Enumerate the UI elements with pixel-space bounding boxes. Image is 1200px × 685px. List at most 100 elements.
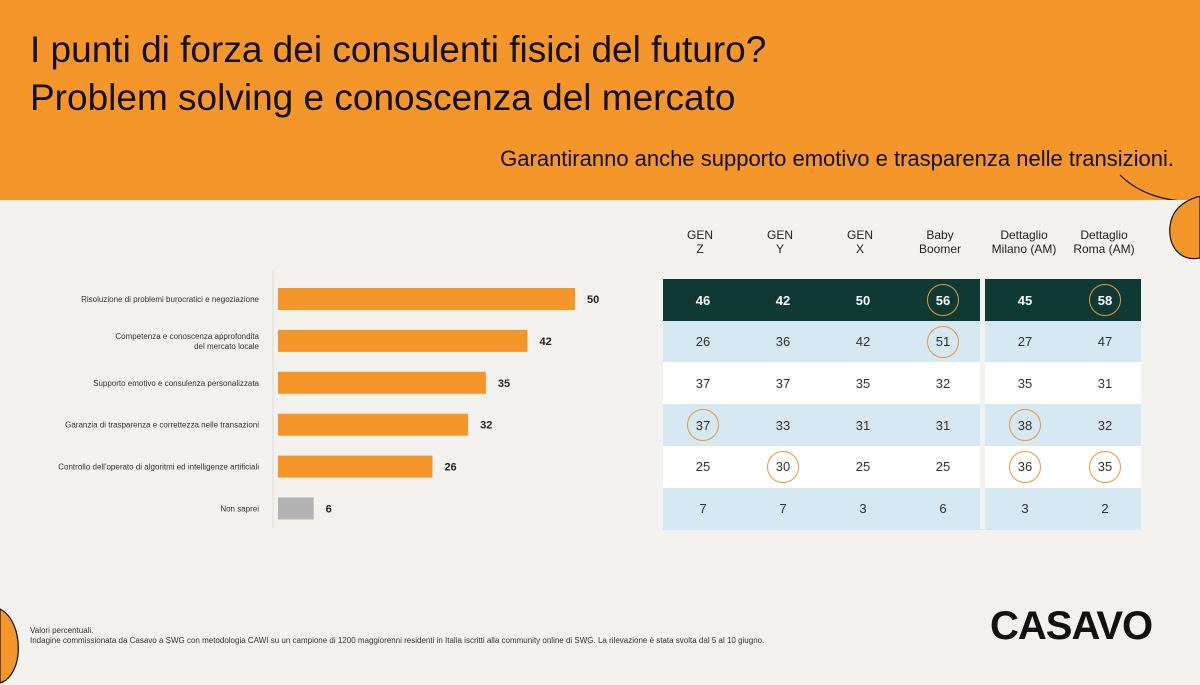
table-row: 37 37 35 32 35 31 [663, 362, 1141, 405]
bar-2 [278, 371, 486, 394]
column-header-4: Dettaglio Milano (AM) [984, 228, 1064, 256]
table-cell: 3 [985, 488, 1065, 530]
table-cell: 25 [903, 446, 983, 488]
footnote: Valori percentuali. Indagine commissiona… [30, 626, 764, 646]
table-cell: 30 [743, 446, 823, 488]
highlight-ring-icon [1009, 450, 1041, 483]
table-cell: 36 [985, 446, 1065, 488]
bar-value-label-3: 32 [480, 420, 492, 432]
cell-value: 6 [939, 501, 947, 516]
cell-value: 7 [699, 501, 707, 516]
category-label-5: Non saprei [220, 505, 259, 514]
cell-value: 32 [935, 375, 951, 391]
cell-value: 33 [775, 417, 791, 433]
decorative-curve-icon [1119, 174, 1179, 200]
table-cell: 50 [823, 279, 903, 321]
table-cell: 58 [1065, 279, 1145, 321]
category-label-3: Garanzia di trasparenza e correttezza ne… [65, 421, 259, 430]
cell-value: 42 [775, 292, 791, 308]
cell-value: 2 [1101, 501, 1109, 516]
table-cell: 27 [985, 321, 1065, 363]
table-cell: 35 [985, 362, 1065, 404]
column-header-line: Z [696, 242, 704, 256]
column-header-2: GEN X [820, 228, 900, 256]
highlight-ring-icon [927, 284, 959, 316]
footnote-line-2: Indagine commissionata da Casavo a SWG c… [30, 636, 765, 645]
bar-value-label-5: 6 [326, 504, 332, 516]
column-header-line: GEN [686, 228, 713, 242]
cell-value: 46 [695, 292, 711, 308]
table-cell: 45 [985, 279, 1065, 321]
column-header-line: GEN [846, 228, 873, 242]
table-cell: 42 [743, 279, 823, 321]
table-cell: 7 [743, 488, 823, 530]
cell-value: 35 [1097, 459, 1113, 475]
column-header-5: Dettaglio Roma (AM) [1064, 228, 1144, 256]
bar-0 [278, 288, 575, 310]
cell-value: 32 [1097, 417, 1113, 433]
highlight-ring-icon [927, 325, 959, 358]
column-group-separator [980, 279, 985, 530]
cell-value: 47 [1097, 334, 1113, 350]
column-header-line: Dettaglio [1080, 228, 1128, 242]
cell-value: 38 [1017, 417, 1033, 433]
column-header-3: Baby Boomer [900, 228, 980, 256]
footnote-line-1: Valori percentuali. [30, 626, 94, 635]
column-header-1: GEN Y [740, 228, 820, 256]
header-banner: I punti di forza dei consulenti fisici d… [0, 0, 1200, 200]
highlight-ring-icon [687, 409, 719, 442]
cell-value: 56 [935, 292, 951, 308]
column-header-line: Baby [926, 228, 954, 242]
table-cell: 37 [663, 362, 743, 404]
bar-3 [278, 413, 469, 436]
table-cell: 32 [1065, 404, 1145, 446]
cell-value: 30 [775, 459, 791, 475]
table-cell: 56 [903, 279, 983, 321]
highlight-ring-icon [767, 450, 799, 483]
cell-value: 27 [1017, 334, 1033, 350]
table-cell: 32 [903, 362, 983, 404]
category-label-1: Competenza e conoscenza approfondita del … [115, 332, 259, 351]
table-cell: 51 [903, 321, 983, 363]
table-cell: 35 [823, 362, 903, 404]
table-cell: 42 [823, 321, 903, 363]
table-cell: 37 [663, 404, 743, 446]
bar-value-label-2: 35 [498, 378, 510, 390]
bar-1 [278, 329, 528, 352]
cell-value: 31 [935, 417, 951, 433]
page-title: I punti di forza dei consulenti fisici d… [30, 26, 766, 122]
bar-value-label-1: 42 [539, 336, 551, 348]
table-cell: 37 [743, 362, 823, 404]
highlight-ring-icon [1009, 409, 1041, 442]
bar-value-label-0: 50 [587, 294, 599, 306]
table-cell: 46 [663, 279, 743, 321]
column-header-line: Milano (AM) [991, 242, 1057, 256]
decorative-blob-right-icon [1169, 196, 1200, 260]
cell-value: 51 [935, 334, 951, 350]
cell-value: 50 [855, 292, 871, 308]
bar-5 [278, 497, 314, 520]
table-cell: 35 [1065, 446, 1145, 488]
cell-value: 35 [1017, 375, 1033, 391]
cell-value: 31 [1097, 375, 1113, 391]
cell-value: 35 [855, 375, 871, 391]
cell-value: 25 [935, 459, 951, 475]
cell-value: 36 [775, 334, 791, 350]
table-cell: 6 [903, 488, 983, 530]
bar-4 [278, 455, 433, 478]
highlight-ring-icon [1089, 450, 1121, 483]
table-cell: 2 [1065, 488, 1145, 530]
column-header-line: GEN [766, 228, 793, 242]
category-label-2: Supporto emotivo e consulenza personaliz… [93, 379, 259, 388]
table-cell: 31 [903, 404, 983, 446]
cell-value: 3 [1021, 501, 1029, 516]
column-header-0: GEN Z [660, 228, 740, 256]
cell-value: 3 [859, 501, 867, 516]
cell-value: 7 [779, 501, 787, 516]
cell-value: 45 [1017, 292, 1033, 308]
table-cell: 38 [985, 404, 1065, 446]
table-cell: 7 [663, 488, 743, 530]
cell-value: 37 [695, 417, 711, 433]
cell-value: 25 [855, 459, 871, 475]
table-row: 37 33 31 31 38 32 [663, 404, 1141, 447]
